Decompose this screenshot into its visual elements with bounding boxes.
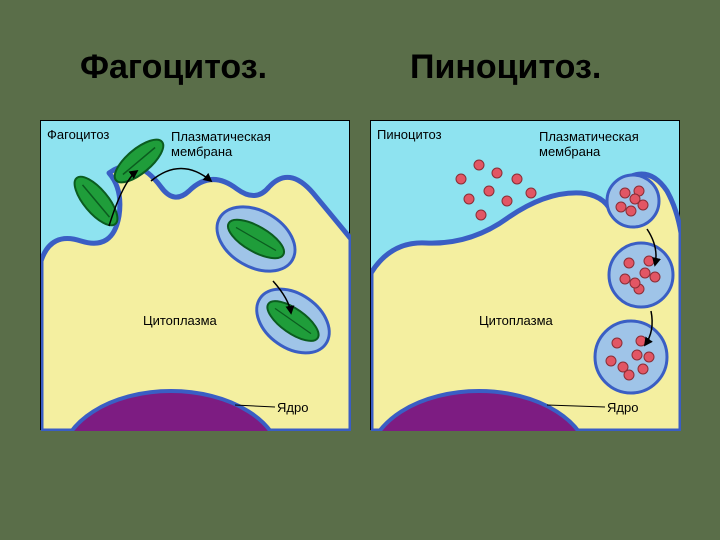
label-nucleus: Ядро	[607, 400, 638, 415]
diagram-phagocytosis-panel: Фагоцитоз Плазматическая мембрана Цитоплаз…	[40, 120, 350, 430]
label-membrane: Плазматическая мембрана	[539, 129, 669, 159]
label-nucleus: Ядро	[277, 400, 308, 415]
label-process: Фагоцитоз	[47, 127, 109, 142]
label-cytoplasm: Цитоплазма	[143, 313, 217, 328]
label-cytoplasm: Цитоплазма	[479, 313, 553, 328]
label-membrane: Плазматическая мембрана	[171, 129, 301, 159]
title-phagocytosis: Фагоцитоз.	[80, 48, 267, 87]
diagram-pinocytosis-panel: Пиноцитоз Плазматическая мембрана Цитоплаз…	[370, 120, 680, 430]
label-process: Пиноцитоз	[377, 127, 442, 142]
slide: Фагоцитоз. Пиноцитоз. Фагоцитоз Плазматич…	[0, 0, 720, 540]
title-pinocytosis: Пиноцитоз.	[410, 48, 601, 87]
